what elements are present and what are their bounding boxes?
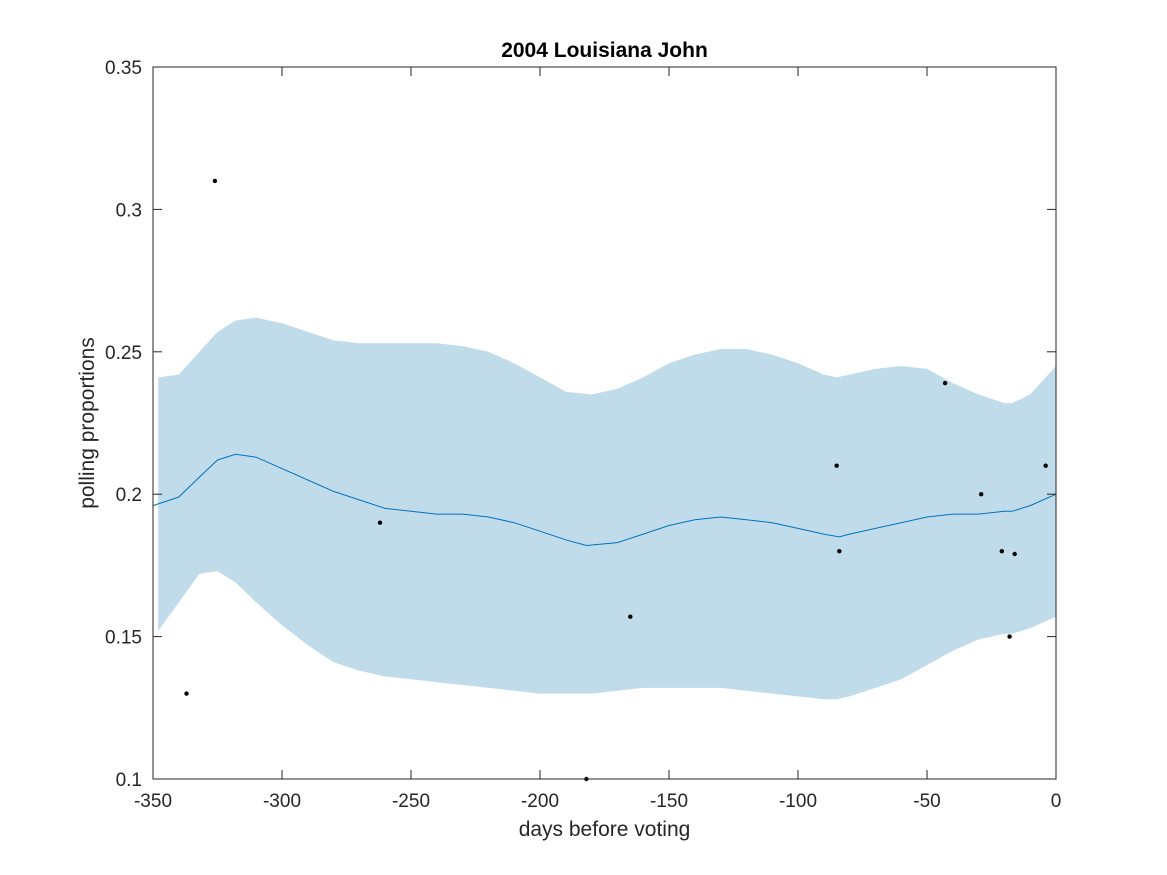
x-tick-label: -50 [913, 791, 940, 812]
trend-line-0 [152, 453, 1057, 547]
tick-layer: -350 -300 -250 -200 -150 -100 -50 0 0.1 0.15 0.2 0.… [105, 58, 1061, 812]
chart-title: 2004 Louisiana John [501, 39, 708, 62]
x-tick-label: -200 [521, 791, 559, 812]
y-tick-label: 0.15 [105, 628, 142, 649]
poll-point [837, 549, 842, 554]
x-tick-label: -100 [779, 791, 817, 812]
x-axis-label: days before voting [519, 818, 691, 841]
poll-point [999, 549, 1004, 554]
x-tick-label: -150 [650, 791, 688, 812]
y-tick-label: 0.25 [105, 343, 142, 364]
x-tick-label: -250 [392, 791, 430, 812]
poll-point [1007, 634, 1012, 639]
plot-frame [152, 66, 1057, 780]
poll-point [628, 614, 633, 619]
y-tick-label: 0.2 [116, 485, 142, 506]
y-tick-label: 0.35 [105, 58, 142, 79]
poll-point [979, 492, 984, 497]
poll-point [212, 178, 218, 184]
x-tick-label: -350 [134, 791, 172, 812]
poll-point [1012, 551, 1017, 557]
x-tick-label: 0 [1051, 791, 1062, 812]
poll-point [942, 380, 948, 386]
x-tick-label: -300 [263, 791, 301, 812]
y-tick-label: 0.3 [116, 200, 142, 221]
poll-point [1043, 463, 1048, 468]
line-layer [152, 453, 1057, 547]
poll-point [184, 691, 189, 696]
y-axis-label: polling proportions [76, 337, 99, 509]
band-layer [158, 317, 1056, 700]
poll-point [834, 463, 839, 468]
y-tick-label: 0.1 [116, 770, 142, 791]
poll-point [377, 520, 383, 525]
confidence-band [158, 317, 1056, 700]
